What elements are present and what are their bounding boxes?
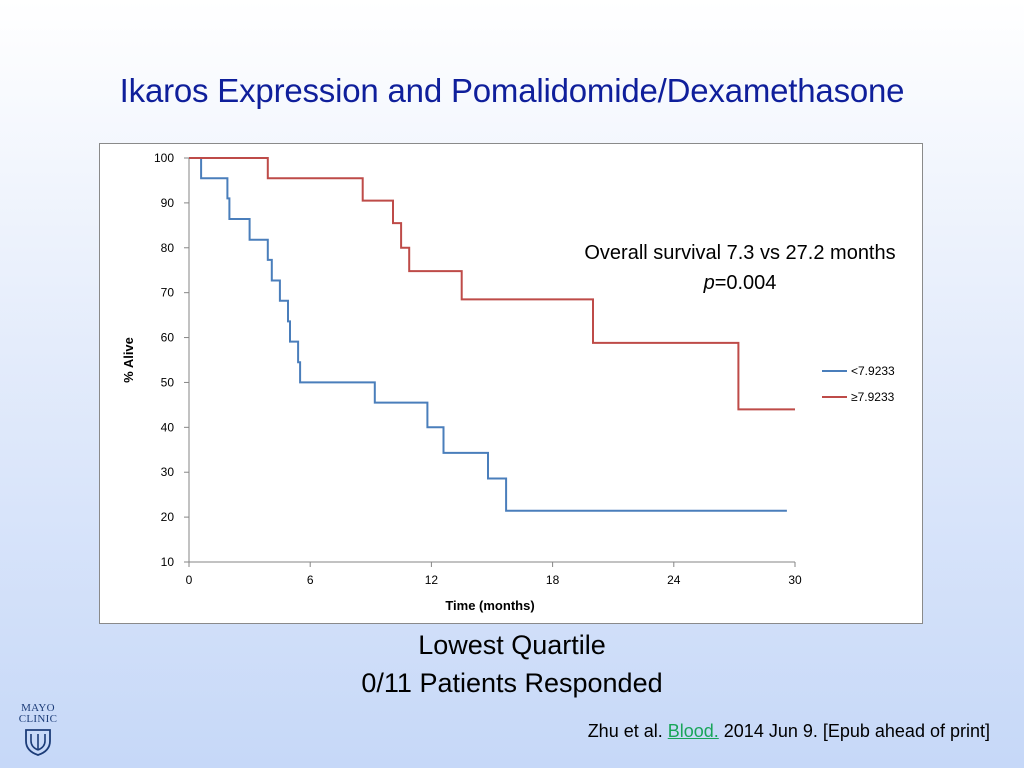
survival-chart-svg: 10 20 30 40 50 60 70 80 90 100 0 6 12 18 24 30 <7.9233 ≥… [121,151,895,613]
chart-axes [188,158,795,563]
citation-prefix: Zhu et al. [587,721,668,741]
logo-line2: CLINIC [18,713,58,725]
y-tick-label: 90 [161,196,175,210]
y-tick-label: 60 [161,331,175,345]
chart-legend: <7.9233 ≥7.9233 [822,364,895,404]
chart-ticks: 10 20 30 40 50 60 70 80 90 100 0 6 12 18 24 30 [154,151,802,587]
y-tick-label: 20 [161,510,175,524]
y-tick-label: 100 [154,151,174,165]
y-tick-label: 80 [161,241,175,255]
x-tick-label: 30 [788,573,802,587]
citation: Zhu et al. Blood. 2014 Jun 9. [Epub ahea… [588,721,990,742]
x-tick-label: 24 [667,573,681,587]
survival-annotation: Overall survival 7.3 vs 27.2 months p=0.… [530,238,950,298]
y-tick-label: 10 [161,555,175,569]
x-tick-label: 0 [186,573,193,587]
annotation-line1: Overall survival 7.3 vs 27.2 months [584,242,896,264]
slide-title: Ikaros Expression and Pomalidomide/Dexam… [119,72,905,109]
y-tick-label: 50 [161,375,175,389]
chart-lines [189,157,795,512]
x-tick-label: 12 [425,573,439,587]
citation-journal-link[interactable]: Blood. [667,721,719,741]
y-tick-label: 70 [161,286,175,300]
mayo-clinic-logo: MAYO CLINIC [12,703,64,761]
series-line-0 [200,158,787,512]
legend-label-0: <7.9233 [851,364,895,378]
x-axis-label: Time (months) [445,598,534,613]
shield-icon [25,729,51,756]
annotation-line2: p=0.004 [530,268,950,298]
p-value: =0.004 [714,272,777,294]
series-line-1 [189,157,795,411]
survival-chart: 10 20 30 40 50 60 70 80 90 100 0 6 12 18 24 30 <7.9233 ≥… [99,143,923,624]
x-tick-label: 6 [307,573,314,587]
legend-label-1: ≥7.9233 [851,390,895,404]
y-axis-label: % Alive [121,337,136,383]
logo-line1: MAYO [21,702,55,714]
subtitle-response: 0/11 Patients Responded [361,668,663,698]
x-tick-label: 18 [546,573,560,587]
subtitle-quartile: Lowest Quartile [418,630,606,660]
citation-suffix: 2014 Jun 9. [Epub ahead of print] [718,721,990,741]
p-symbol: p [703,272,715,294]
y-tick-label: 40 [161,420,175,434]
y-tick-label: 30 [161,465,175,479]
